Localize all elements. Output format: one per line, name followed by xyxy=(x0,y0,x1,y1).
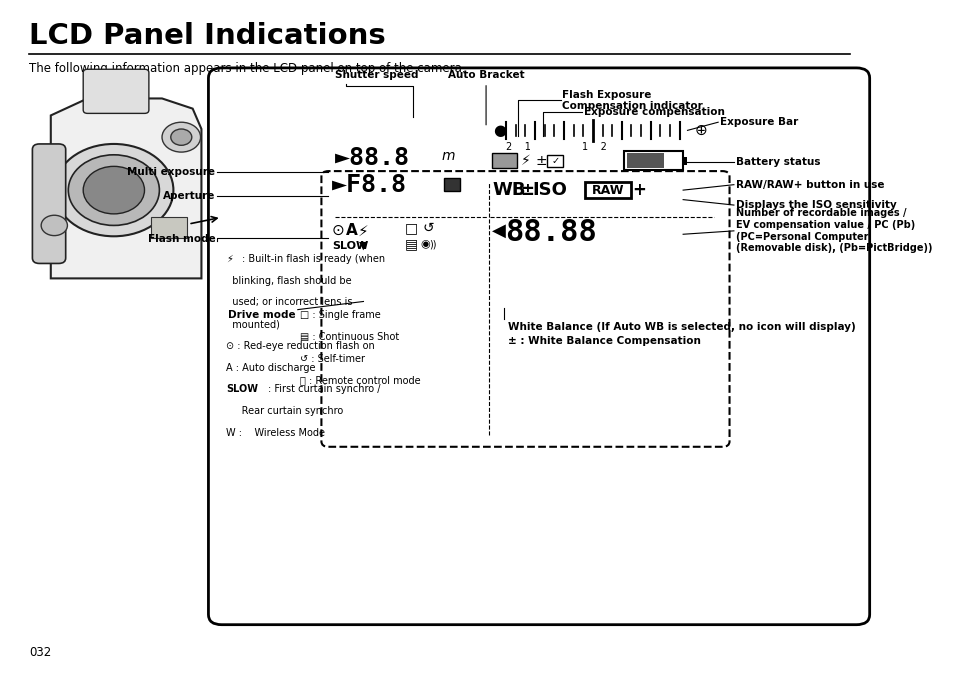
Text: The following information appears in the LCD panel on top of the camera.: The following information appears in the… xyxy=(29,62,465,75)
Text: □ : Single frame: □ : Single frame xyxy=(299,310,380,320)
FancyBboxPatch shape xyxy=(32,144,66,263)
Text: Exposure compensation: Exposure compensation xyxy=(583,107,724,117)
Text: ↺ : Self-timer: ↺ : Self-timer xyxy=(299,354,364,364)
Text: ⚡: ⚡ xyxy=(226,254,233,264)
Text: A : Auto discharge: A : Auto discharge xyxy=(226,363,315,373)
Text: Flash Exposure
Compensation indicator: Flash Exposure Compensation indicator xyxy=(561,90,702,111)
Text: ✓: ✓ xyxy=(551,156,558,166)
Text: 📷 : Remote control mode: 📷 : Remote control mode xyxy=(299,375,419,386)
Text: m: m xyxy=(441,149,455,163)
Circle shape xyxy=(54,144,173,236)
Text: Drive mode: Drive mode xyxy=(228,310,295,320)
Text: ●: ● xyxy=(493,123,506,138)
Text: ⚡: ⚡ xyxy=(357,223,368,238)
FancyBboxPatch shape xyxy=(208,68,869,625)
Text: ▤ : Continuous Shot: ▤ : Continuous Shot xyxy=(299,332,398,342)
Text: SLOW: SLOW xyxy=(332,241,368,251)
Bar xyxy=(443,178,459,191)
Text: Auto Bracket: Auto Bracket xyxy=(447,70,524,80)
Text: A: A xyxy=(346,223,357,238)
Text: W :    Wireless Mode: W : Wireless Mode xyxy=(226,428,325,438)
Text: Multi exposure: Multi exposure xyxy=(128,168,215,177)
Bar xyxy=(584,182,630,198)
FancyBboxPatch shape xyxy=(624,151,682,170)
Text: ↺: ↺ xyxy=(421,221,434,235)
Text: ►F8.8: ►F8.8 xyxy=(332,172,407,197)
Text: ⊕: ⊕ xyxy=(694,123,706,138)
Text: used; or incorrect lens is: used; or incorrect lens is xyxy=(226,297,352,308)
Circle shape xyxy=(41,215,68,236)
Text: □: □ xyxy=(404,221,417,235)
Text: 1    2: 1 2 xyxy=(581,142,607,151)
Text: 88.88: 88.88 xyxy=(505,218,597,246)
Text: WB: WB xyxy=(492,181,525,199)
Text: ±: ± xyxy=(536,154,547,168)
Text: +: + xyxy=(632,181,645,199)
Circle shape xyxy=(83,166,144,214)
Text: ◀: ◀ xyxy=(492,222,505,240)
Text: ⊙ : Red-eye reduction flash on: ⊙ : Red-eye reduction flash on xyxy=(226,341,375,351)
Bar xyxy=(492,153,517,168)
Text: ⊙: ⊙ xyxy=(332,223,344,238)
Text: SLOW: SLOW xyxy=(226,384,257,394)
Text: Exposure Bar: Exposure Bar xyxy=(720,117,798,127)
Text: 032: 032 xyxy=(29,646,51,659)
Circle shape xyxy=(162,122,200,152)
Text: White Balance (If Auto WB is selected, no icon will display): White Balance (If Auto WB is selected, n… xyxy=(507,322,855,332)
Text: mounted): mounted) xyxy=(226,319,279,329)
Polygon shape xyxy=(51,98,201,278)
Text: ▼: ▼ xyxy=(358,241,367,251)
Text: RAW/RAW+ button in use: RAW/RAW+ button in use xyxy=(735,180,883,189)
Circle shape xyxy=(171,129,192,145)
Text: ◉: ◉ xyxy=(420,240,430,249)
Text: Flash mode: Flash mode xyxy=(148,234,215,244)
FancyBboxPatch shape xyxy=(321,171,729,447)
Text: 2    1: 2 1 xyxy=(506,142,531,151)
Text: Number of recordable images /
EV compensation value / PC (Pb)
(PC=Personal Compu: Number of recordable images / EV compens… xyxy=(735,208,931,253)
Bar xyxy=(681,157,687,165)
Text: LCD Panel Indications: LCD Panel Indications xyxy=(29,22,385,50)
Text: Aperture: Aperture xyxy=(163,191,215,200)
Bar xyxy=(151,217,187,238)
Bar xyxy=(547,155,562,167)
FancyBboxPatch shape xyxy=(83,69,149,113)
Text: Shutter speed: Shutter speed xyxy=(335,70,418,80)
Text: Displays the ISO sensitivity: Displays the ISO sensitivity xyxy=(735,200,896,210)
Text: ISO: ISO xyxy=(532,181,567,199)
Text: : Built-in flash is ready (when: : Built-in flash is ready (when xyxy=(241,254,384,264)
Text: )): )) xyxy=(429,240,436,249)
Text: Rear curtain synchro: Rear curtain synchro xyxy=(226,406,343,416)
Text: ▤: ▤ xyxy=(404,238,417,251)
Bar xyxy=(626,153,663,168)
Text: blinking, flash should be: blinking, flash should be xyxy=(226,276,352,286)
Text: ⚡: ⚡ xyxy=(520,154,530,168)
Text: RAW: RAW xyxy=(591,183,623,197)
Text: ±: ± xyxy=(519,181,534,199)
Text: ± : White Balance Compensation: ± : White Balance Compensation xyxy=(507,336,700,346)
Text: ►88.8: ►88.8 xyxy=(335,145,409,170)
Circle shape xyxy=(69,155,159,225)
Text: : First curtain synchro /: : First curtain synchro / xyxy=(268,384,380,394)
Text: Battery status: Battery status xyxy=(735,157,820,166)
